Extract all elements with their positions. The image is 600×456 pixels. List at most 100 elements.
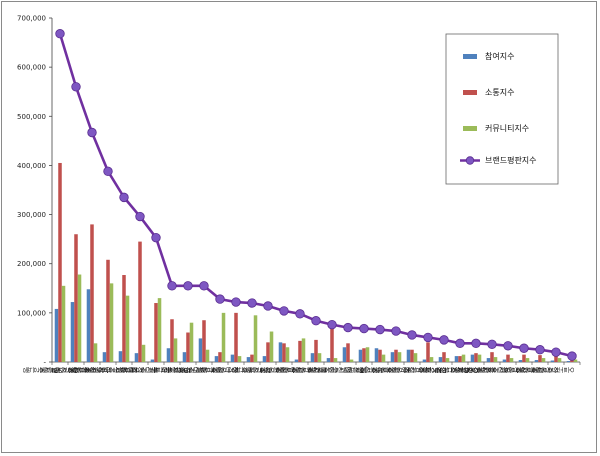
bar-participation bbox=[390, 352, 395, 362]
brand-index-point bbox=[151, 232, 161, 243]
brand-index-point bbox=[103, 166, 113, 177]
bar-participation bbox=[310, 353, 315, 362]
y-tick-label: 200,000 bbox=[17, 260, 46, 268]
bar-communication bbox=[362, 348, 366, 362]
bar-participation bbox=[502, 359, 507, 362]
bar-community bbox=[509, 358, 514, 362]
bar-community bbox=[445, 358, 450, 362]
bar-participation bbox=[214, 356, 219, 362]
brand-index-point bbox=[167, 281, 177, 291]
bar-community bbox=[381, 354, 386, 362]
x-tick-label: JT친애저축은행 bbox=[318, 366, 368, 374]
x-tick-label: 그라운저축은행 bbox=[93, 366, 142, 374]
bar-community bbox=[477, 354, 482, 362]
x-tick-label: 대신저축은행 bbox=[308, 366, 350, 374]
brand-index-point bbox=[199, 281, 209, 291]
bar-participation bbox=[406, 349, 411, 362]
brand-index-point bbox=[55, 29, 65, 39]
bar-communication bbox=[106, 259, 110, 362]
bar-participation bbox=[534, 360, 539, 362]
legend-swatch bbox=[463, 54, 477, 59]
x-tick-label: 우리저축은행 bbox=[116, 366, 158, 374]
bar-participation bbox=[246, 357, 251, 362]
x-tick-label: 아주저축은행 bbox=[68, 366, 111, 374]
brand-index-point bbox=[391, 326, 401, 336]
bar-communication bbox=[426, 342, 430, 362]
brand-index-point bbox=[359, 323, 369, 334]
bar-communication bbox=[458, 356, 462, 362]
brand-index-point bbox=[247, 298, 257, 308]
bar-participation bbox=[550, 360, 555, 362]
legend-swatch bbox=[463, 126, 477, 131]
x-tick-label: 키움저축은행 bbox=[356, 366, 399, 374]
bar-participation bbox=[422, 359, 427, 362]
bar-community bbox=[237, 356, 242, 362]
brand-index-point bbox=[455, 338, 465, 349]
x-tick-label: 세종저축은행 bbox=[500, 366, 543, 374]
bar-communication bbox=[298, 340, 302, 362]
x-tick-label: NH저축은행 bbox=[232, 366, 271, 374]
x-tick-label: 민국저축은행 bbox=[292, 366, 335, 374]
y-tick-label: 400,000 bbox=[17, 162, 46, 170]
bar-community bbox=[493, 357, 498, 362]
bar-communication bbox=[186, 332, 190, 362]
brand-index-point bbox=[279, 306, 289, 316]
legend-swatch-marker bbox=[465, 156, 475, 165]
bar-communication bbox=[250, 354, 254, 362]
bar-participation bbox=[454, 356, 459, 362]
bar-community bbox=[173, 338, 178, 362]
bar-communication bbox=[490, 352, 494, 362]
brand-index-point bbox=[295, 309, 305, 319]
brand-line-group bbox=[55, 29, 577, 361]
bar-communication bbox=[394, 349, 398, 362]
brand-index-point bbox=[215, 294, 225, 304]
brand-index-point bbox=[423, 332, 433, 343]
brand-index-point bbox=[471, 338, 481, 349]
legend-label: 커뮤니티지수 bbox=[485, 123, 529, 133]
x-tick-label: 오투저축은행 bbox=[532, 366, 574, 374]
legend-label: 참여지수 bbox=[485, 51, 514, 61]
x-tick-label: 유니온저축은행 bbox=[461, 366, 510, 374]
bar-participation bbox=[326, 358, 331, 362]
brand-index-point bbox=[503, 341, 513, 351]
x-tick-label: 신한저축은행 bbox=[276, 366, 319, 374]
bar-community bbox=[349, 359, 354, 362]
brand-index-point bbox=[327, 319, 337, 330]
bar-community bbox=[461, 354, 466, 362]
bar-community bbox=[253, 315, 258, 362]
x-tick-label: 한국투자저축은행 bbox=[70, 366, 126, 374]
bar-communication bbox=[122, 275, 126, 362]
x-tick-label: 한화저축은행 bbox=[212, 366, 254, 374]
bar-community bbox=[269, 331, 274, 362]
x-tick-label: 동양저축은행 bbox=[388, 366, 430, 374]
bar-communication bbox=[522, 354, 526, 362]
brand-index-point bbox=[407, 330, 417, 340]
bar-communication bbox=[314, 339, 318, 362]
bar-community bbox=[125, 295, 130, 362]
bar-communication bbox=[554, 356, 558, 362]
bar-communication bbox=[538, 355, 542, 362]
bar-community bbox=[413, 353, 418, 362]
bar-community bbox=[77, 274, 82, 362]
bar-community bbox=[573, 359, 578, 362]
bar-community bbox=[429, 357, 434, 362]
y-tick-label: 300,000 bbox=[17, 211, 46, 219]
brand-index-point bbox=[375, 324, 385, 335]
bar-participation bbox=[118, 351, 123, 362]
bar-participation bbox=[182, 352, 187, 362]
bar-communication bbox=[442, 352, 446, 362]
bar-communication bbox=[266, 342, 270, 362]
bar-participation bbox=[102, 352, 107, 362]
brand-index-point bbox=[119, 192, 129, 203]
x-tick-label: 세람저축은행 bbox=[260, 366, 303, 374]
bar-participation bbox=[86, 289, 91, 362]
bar-community bbox=[285, 347, 290, 362]
legend-label: 소통지수 bbox=[485, 88, 514, 97]
bar-community bbox=[301, 338, 306, 362]
bar-participation bbox=[470, 354, 475, 362]
legend-label: 브랜드평판지수 bbox=[485, 155, 537, 165]
bar-communication bbox=[506, 354, 510, 362]
bar-participation bbox=[278, 342, 283, 362]
